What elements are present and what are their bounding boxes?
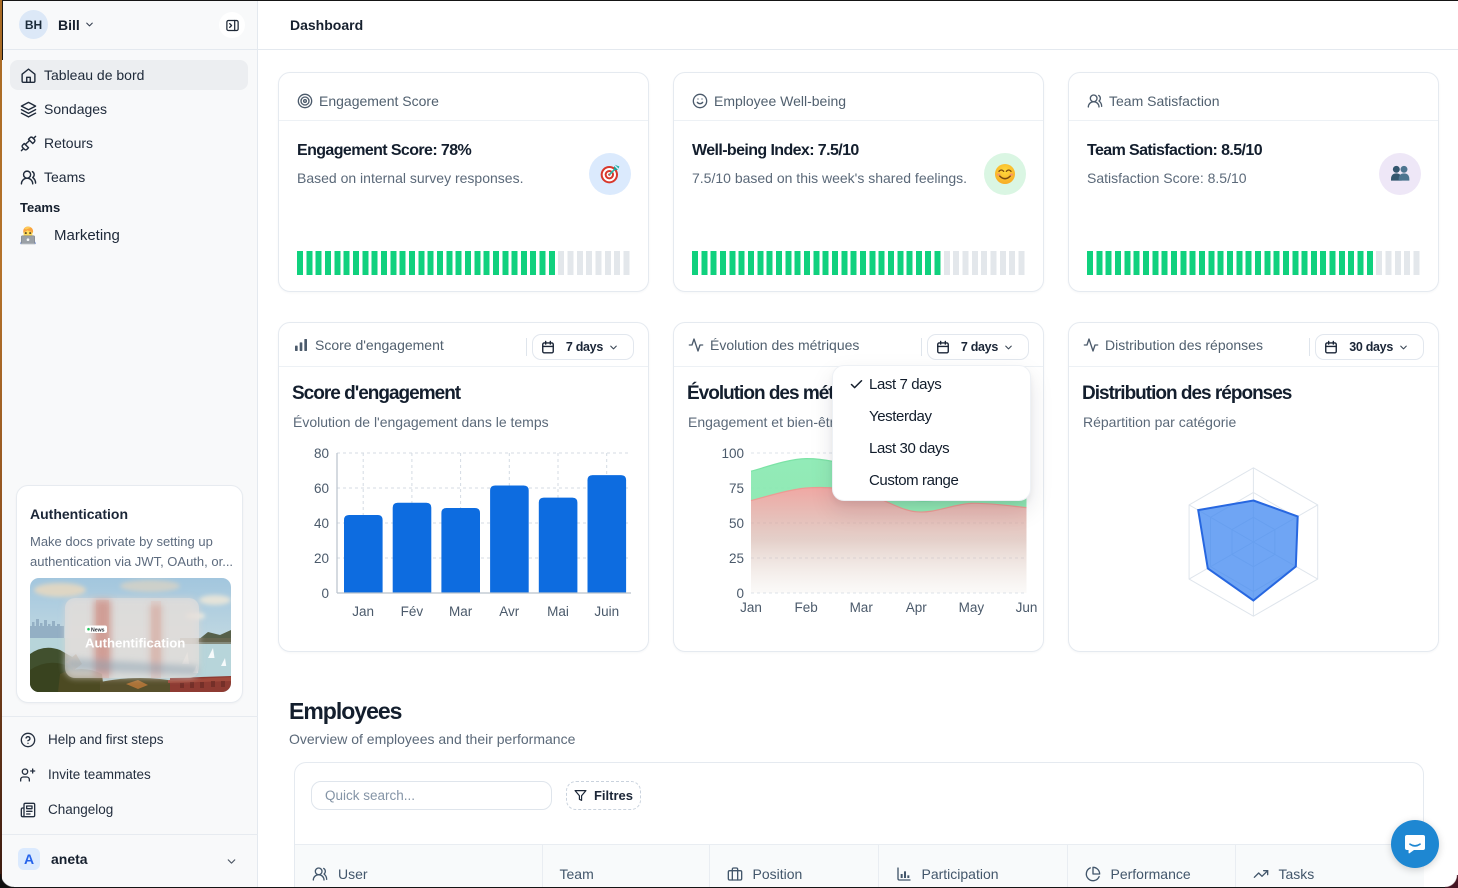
svg-text:Avr: Avr <box>499 604 520 619</box>
svg-text:60: 60 <box>314 481 329 496</box>
svg-text:Apr: Apr <box>906 600 928 615</box>
svg-text:0: 0 <box>736 586 744 601</box>
svg-text:80: 80 <box>314 446 329 461</box>
svg-text:News: News <box>91 627 105 633</box>
svg-text:May: May <box>959 600 985 615</box>
svg-text:25: 25 <box>729 551 744 566</box>
svg-text:Mar: Mar <box>449 604 473 619</box>
svg-text:20: 20 <box>314 551 329 566</box>
svg-text:0: 0 <box>321 586 329 601</box>
svg-text:Authentification: Authentification <box>85 636 185 651</box>
svg-text:50: 50 <box>729 516 744 531</box>
svg-text:100: 100 <box>721 446 744 461</box>
svg-text:Mai: Mai <box>547 604 569 619</box>
svg-text:Feb: Feb <box>794 600 817 615</box>
svg-text:75: 75 <box>729 481 744 496</box>
svg-text:Jan: Jan <box>740 600 762 615</box>
svg-text:Jan: Jan <box>352 604 374 619</box>
svg-text:Fév: Fév <box>401 604 424 619</box>
svg-text:Juin: Juin <box>594 604 619 619</box>
svg-text:40: 40 <box>314 516 329 531</box>
svg-text:Mar: Mar <box>850 600 874 615</box>
svg-text:Jun: Jun <box>1016 600 1038 615</box>
